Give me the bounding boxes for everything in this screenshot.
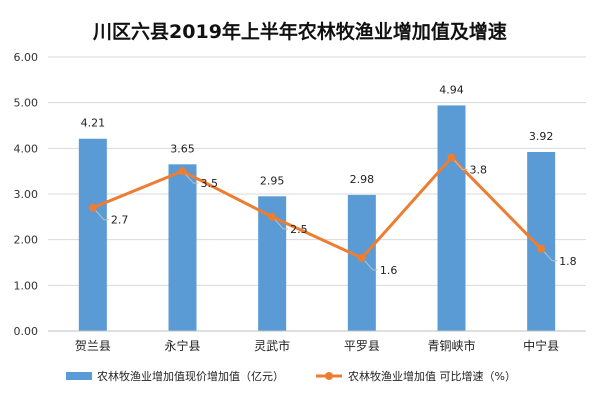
bar bbox=[78, 138, 107, 331]
line-value-label: 1.6 bbox=[380, 264, 398, 277]
axis-layer: 0.00 1.00 2.00 3.00 4.00 5.00 6.00 贺兰县 永宁县 灵武市 平罗县… bbox=[14, 51, 586, 353]
x-tick-label: 永宁县 bbox=[164, 338, 200, 353]
y-tick-label: 0.00 bbox=[14, 325, 39, 338]
legend-bar-label: 农林牧渔业增加值现价增加值（亿元） bbox=[97, 369, 284, 383]
bar bbox=[437, 105, 466, 331]
line-point bbox=[178, 167, 187, 176]
line-series bbox=[92, 155, 543, 260]
line-value-label: 2.5 bbox=[290, 223, 308, 236]
y-tick-label: 4.00 bbox=[14, 142, 39, 155]
y-tick-label: 6.00 bbox=[14, 51, 39, 64]
y-tick-label: 2.00 bbox=[14, 234, 39, 247]
bar bbox=[347, 194, 376, 331]
line-label-leader bbox=[543, 251, 558, 262]
legend-line-marker bbox=[325, 372, 333, 380]
bar-value-label: 3.65 bbox=[170, 142, 195, 155]
line-value-label: 1.8 bbox=[559, 255, 577, 268]
x-tick-label: 中宁县 bbox=[523, 338, 559, 353]
bar-layer bbox=[78, 105, 556, 331]
y-tick-label: 5.00 bbox=[14, 97, 39, 110]
bar-value-label: 3.92 bbox=[529, 130, 554, 143]
bar-value-label: 2.95 bbox=[260, 174, 285, 187]
bar bbox=[168, 164, 197, 331]
line-point bbox=[268, 212, 277, 221]
line-label-leader bbox=[274, 219, 289, 230]
legend-bar-swatch bbox=[66, 372, 92, 380]
bar-value-label: 4.21 bbox=[81, 117, 106, 130]
bar bbox=[527, 151, 556, 331]
chart-title: 川区六县2019年上半年农林牧渔业增加值及增速 bbox=[92, 20, 507, 43]
y-tick-label: 3.00 bbox=[14, 188, 39, 201]
line-label-leader bbox=[454, 160, 468, 170]
line-label-leader bbox=[364, 260, 378, 271]
line-point bbox=[88, 203, 97, 212]
line-value-label: 3.8 bbox=[470, 163, 488, 176]
label-layer: 4.21 3.65 2.95 2.98 4.94 3.92 2.7 3.5 2.5 1.6 3.8 1… bbox=[81, 83, 577, 277]
grid-layer bbox=[48, 56, 586, 332]
line-value-label: 2.7 bbox=[111, 214, 129, 227]
x-tick-label: 平罗县 bbox=[344, 339, 380, 353]
line-point bbox=[447, 153, 456, 162]
y-tick-label: 1.00 bbox=[14, 279, 39, 292]
legend-line-label: 农林牧渔业增加值 可比增速（%） bbox=[348, 369, 516, 383]
x-tick-label: 灵武市 bbox=[254, 338, 290, 353]
line-label-leader bbox=[185, 173, 199, 184]
line-label-leader bbox=[95, 210, 109, 221]
line-point bbox=[357, 253, 366, 262]
x-tick-label: 青铜峡市 bbox=[427, 338, 475, 353]
line-point bbox=[537, 244, 546, 253]
bar-value-label: 2.98 bbox=[350, 173, 375, 186]
legend: 农林牧渔业增加值现价增加值（亿元） 农林牧渔业增加值 可比增速（%） bbox=[66, 369, 516, 383]
line-layer bbox=[88, 153, 546, 262]
x-tick-label: 贺兰县 bbox=[75, 339, 111, 353]
bar-value-label: 4.94 bbox=[439, 83, 464, 96]
line-value-label: 3.5 bbox=[201, 177, 219, 190]
